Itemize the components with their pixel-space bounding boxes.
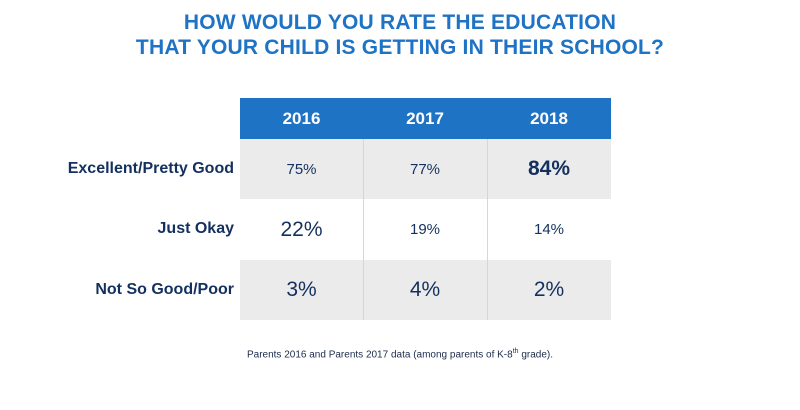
chart-title-line-1: HOW WOULD YOU RATE THE EDUCATION [183,11,617,34]
ratings-table: 2016 2017 2018 Excellent/Pretty Good Jus… [0,98,800,338]
cell-not-so-good-2017: 4% [409,278,441,301]
column-header-2016: 2016 [240,98,363,139]
footnote: Parents 2016 and Parents 2017 data (amon… [0,348,800,360]
cell-just-okay-2018: 14% [533,221,565,238]
row-shade-not-so-good [240,260,611,320]
column-header-2017: 2017 [363,98,487,139]
column-separator [487,139,488,320]
footnote-text-end: grade). [518,349,554,361]
cell-excellent-2017: 77% [409,160,441,178]
row-label-not-so-good: Not So Good/Poor [95,281,234,298]
cell-excellent-2016: 75% [286,160,317,178]
cell-just-okay-2017: 19% [409,221,441,238]
cell-excellent-2018: 84% [527,157,571,180]
footnote-text: Parents 2016 and Parents 2017 data (amon… [246,349,513,361]
chart-title-line-2: THAT YOUR CHILD IS GETTING IN THEIR SCHO… [135,36,665,59]
row-label-excellent: Excellent/Pretty Good [67,160,234,177]
cell-not-so-good-2018: 2% [533,278,565,301]
column-header-2018: 2018 [487,98,611,139]
row-label-just-okay: Just Okay [157,220,234,237]
footnote-superscript: th [512,348,519,355]
cell-just-okay-2016: 22% [280,217,323,241]
column-separator [363,139,364,320]
cell-not-so-good-2016: 3% [286,278,317,301]
chart-title: HOW WOULD YOU RATE THE EDUCATION THAT YO… [0,10,800,60]
row-shade-excellent [240,139,611,199]
